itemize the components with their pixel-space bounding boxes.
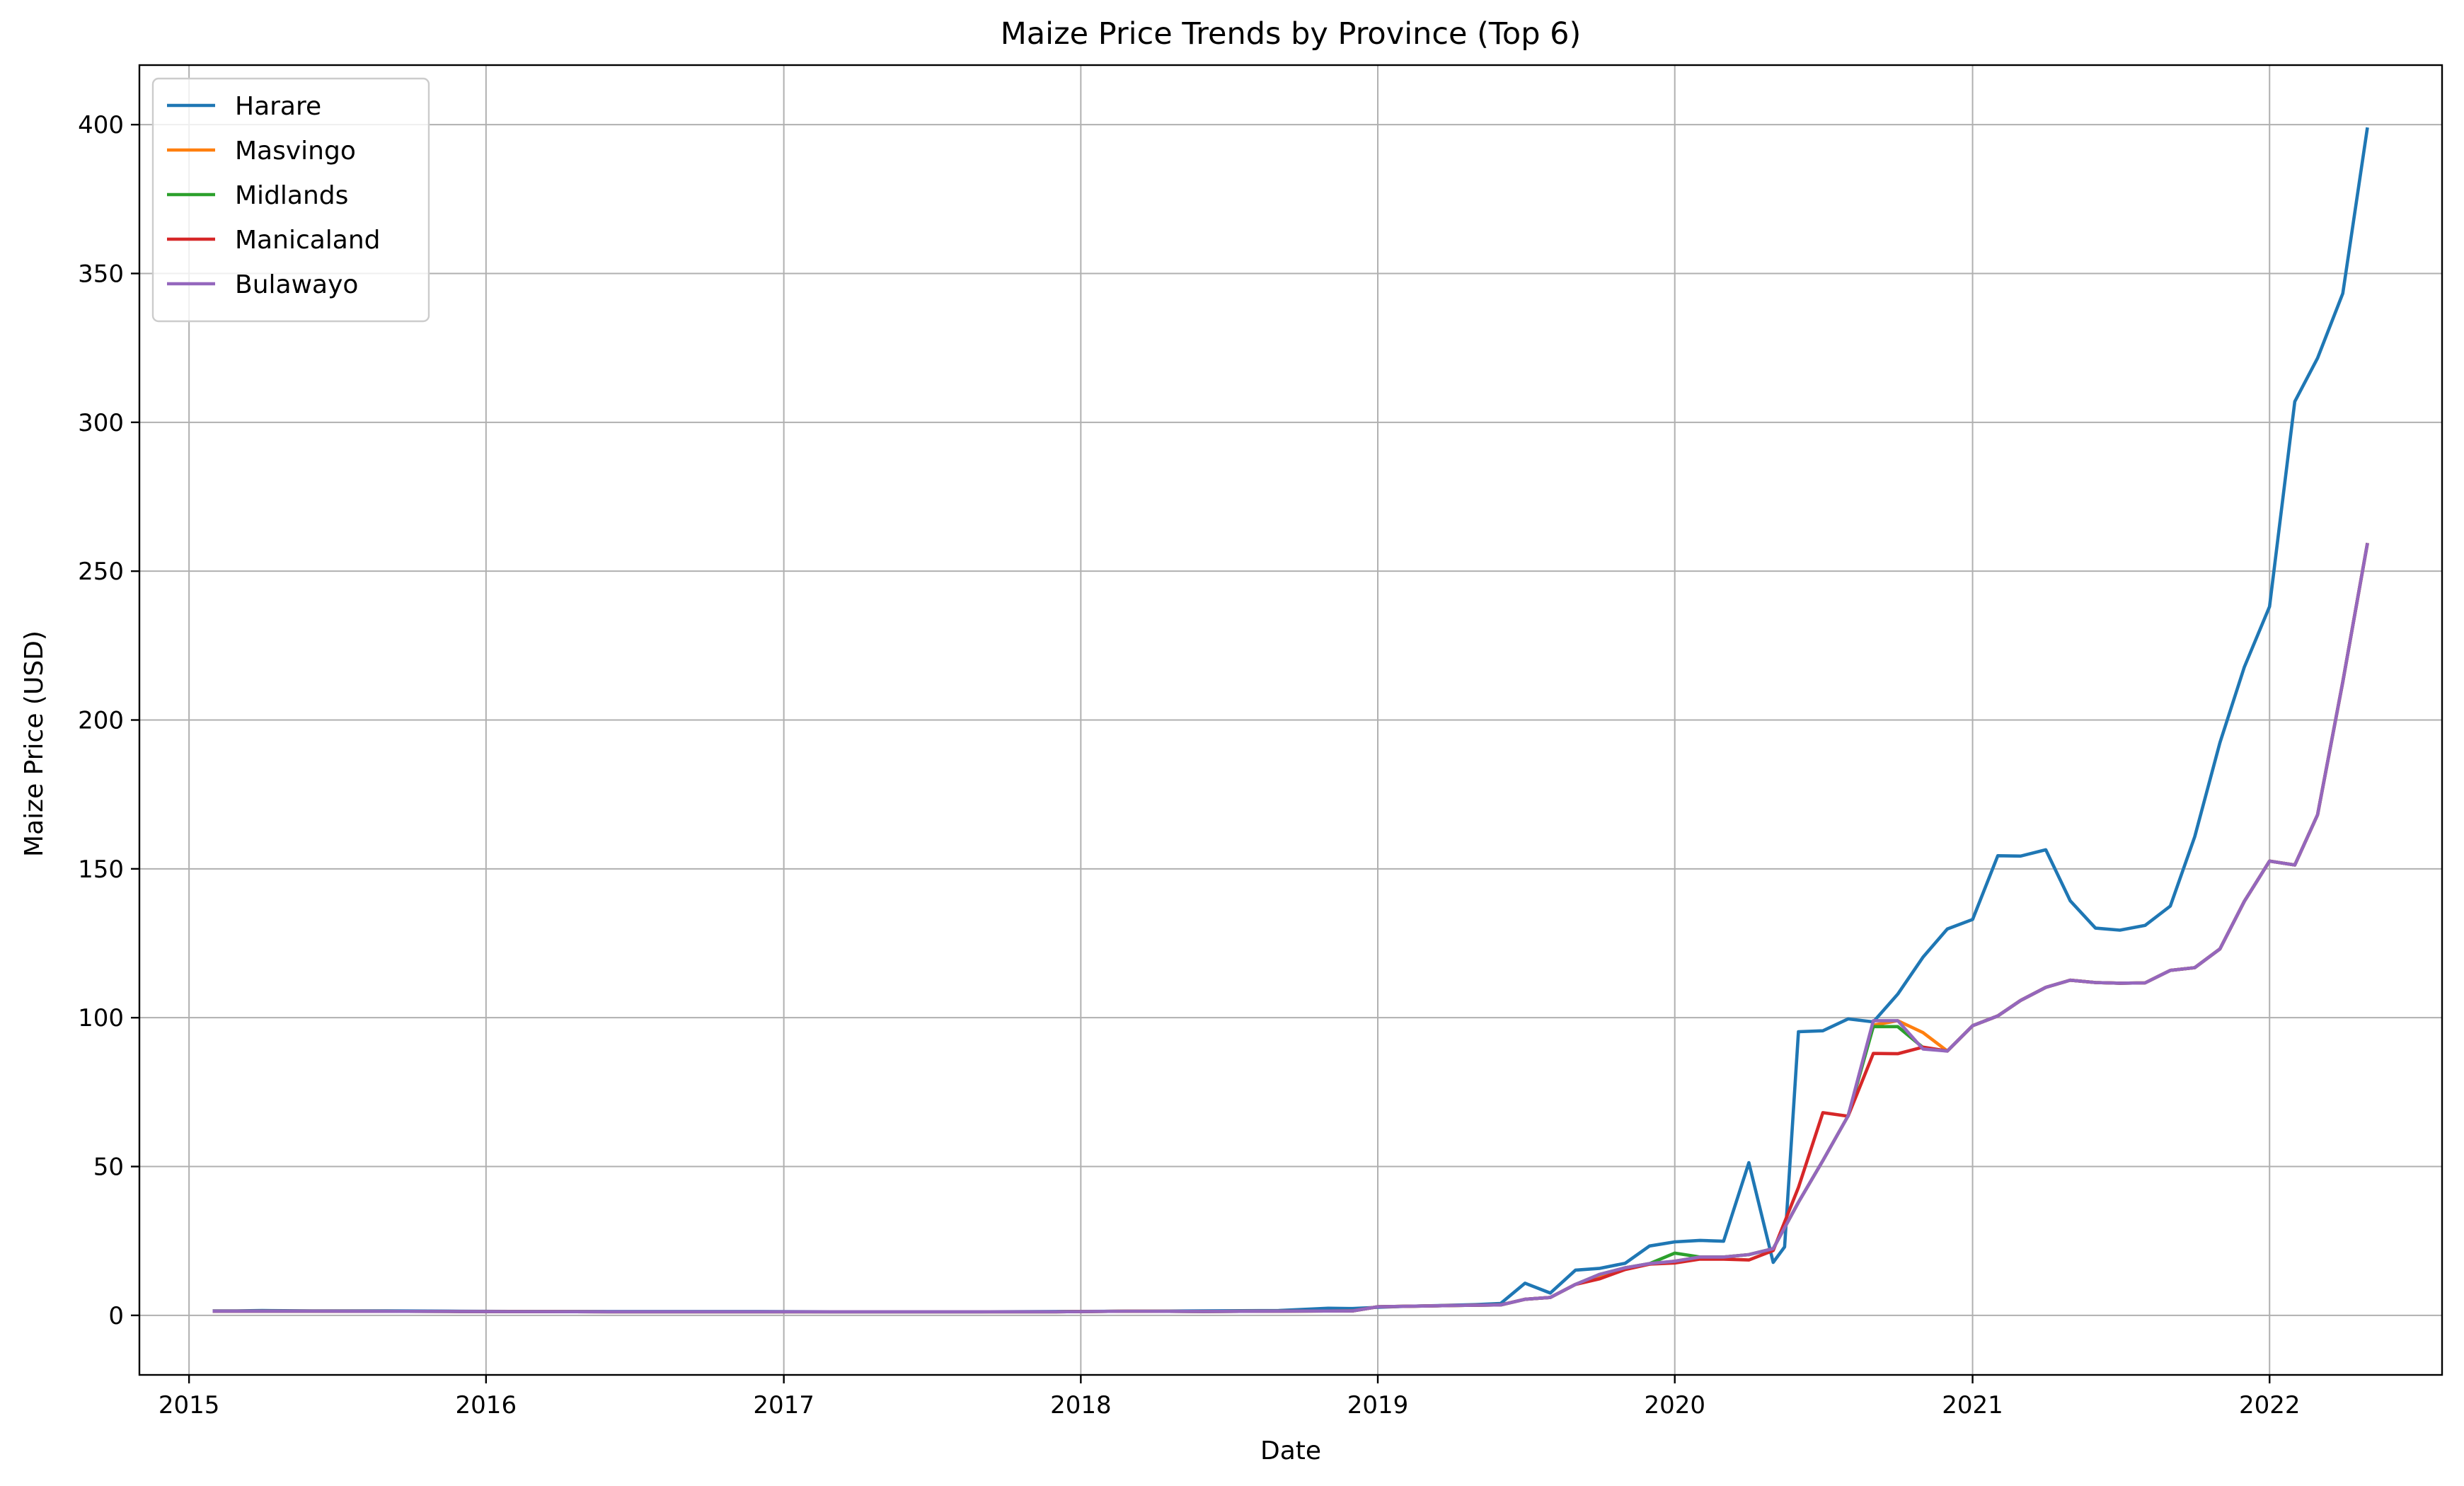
legend-box [151,77,430,323]
legend-label-bulawayo: Bulawayo [235,270,358,299]
y-tick-label: 0 [108,1302,124,1330]
y-tick-label: 150 [78,856,124,884]
x-tick-label: 2020 [1644,1391,1705,1419]
x-tick-label: 2021 [1942,1391,2003,1419]
x-tick-label: 2015 [159,1391,220,1419]
y-tick-label: 400 [78,111,124,139]
x-tick-label: 2016 [456,1391,517,1419]
y-tick-label: 100 [78,1004,124,1032]
series-line-bulawayo [212,543,2369,1314]
x-tick-label: 2018 [1050,1391,1112,1419]
x-tick-label: 2022 [2239,1391,2301,1419]
legend-label-manicaland: Manicaland [235,226,381,255]
y-axis-label: Maize Price (USD) [20,630,49,857]
axes: 2015 2016 2017 2018 2019 2020 2021 2022 0 50 100 15… [78,111,2300,1419]
legend-label-masvingo: Masvingo [235,137,356,166]
y-tick-label: 300 [78,409,124,437]
y-tick-label: 200 [78,707,124,735]
x-axis-label: Date [1260,1436,1321,1465]
y-tick-label: 250 [78,558,124,586]
legend: Harare Masvingo Midlands Manicaland Bulawayo [151,77,430,323]
legend-label-harare: Harare [235,92,321,121]
y-tick-label: 350 [78,260,124,288]
y-tick-label: 50 [93,1153,124,1182]
x-tick-label: 2017 [753,1391,814,1419]
legend-label-midlands: Midlands [235,181,348,210]
series-lines [212,127,2369,1314]
x-tick-label: 2019 [1347,1391,1409,1419]
grid [139,65,2442,1375]
chart-title: Maize Price Trends by Province (Top 6) [1001,16,1582,52]
